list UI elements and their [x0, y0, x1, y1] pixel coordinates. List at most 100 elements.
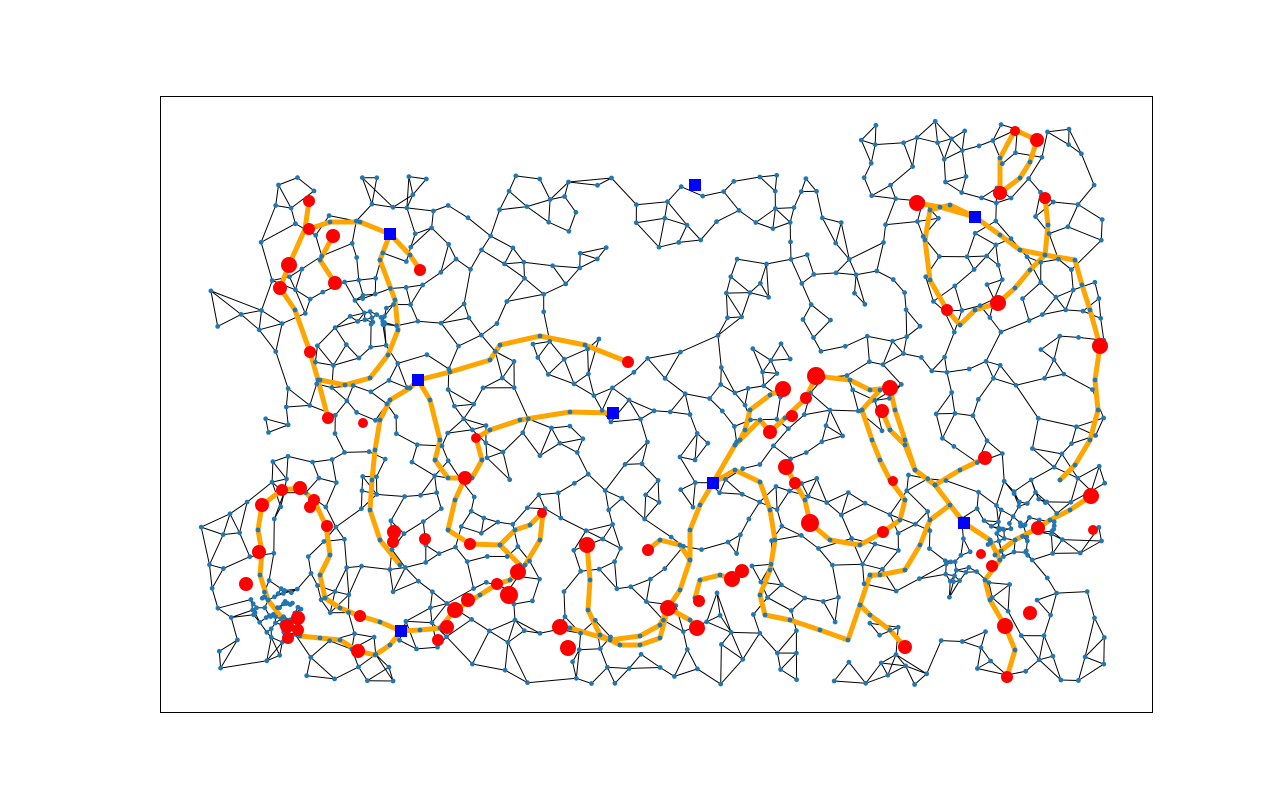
- graph-edge: [931, 356, 945, 372]
- graph-node: [903, 307, 909, 313]
- graph-edge: [532, 340, 550, 345]
- graph-node: [209, 585, 215, 591]
- graph-edge: [936, 412, 955, 415]
- graph-edge: [854, 274, 857, 294]
- graph-node: [573, 675, 579, 681]
- graph-edge: [1100, 219, 1103, 241]
- graph-node: [757, 417, 763, 423]
- graph-node: [483, 579, 489, 585]
- route-path: [1057, 343, 1103, 483]
- graph-edge: [961, 305, 981, 311]
- graph-node: [929, 368, 935, 374]
- graph-edge: [453, 405, 465, 420]
- graph-edge: [410, 227, 432, 248]
- graph-node: [563, 281, 569, 287]
- graph-node: [483, 423, 489, 428]
- graph-edge: [335, 508, 362, 528]
- graph-edge: [841, 502, 866, 516]
- graph-node: [725, 315, 730, 321]
- graph-edge: [406, 194, 414, 209]
- graph-edge: [1048, 226, 1069, 235]
- graph-node: [265, 597, 271, 603]
- graph-node: [357, 219, 363, 225]
- graph-node: [927, 207, 933, 213]
- graph-node: [416, 578, 421, 584]
- graph-node: [1026, 176, 1032, 182]
- graph-node: [1082, 654, 1088, 660]
- graph-edge: [209, 534, 224, 565]
- graph-node: [1008, 195, 1014, 201]
- demand-node: [579, 537, 595, 553]
- graph-edge: [684, 393, 691, 415]
- graph-node: [904, 488, 910, 494]
- graph-node: [263, 416, 269, 422]
- graph-node: [313, 232, 319, 238]
- graph-node: [317, 257, 323, 263]
- graph-edge: [260, 205, 277, 243]
- graph-node: [971, 267, 977, 272]
- facility-node: [969, 211, 981, 223]
- graph-edge: [887, 654, 897, 676]
- graph-edge: [239, 501, 248, 533]
- graph-node: [996, 525, 1002, 531]
- graph-node: [893, 652, 899, 657]
- graph-node: [995, 262, 1001, 268]
- graph-node: [824, 500, 830, 505]
- graph-node: [895, 624, 901, 630]
- graph-edge: [937, 142, 945, 160]
- graph-node: [589, 681, 594, 686]
- graph-edge: [751, 563, 772, 567]
- graph-node: [628, 584, 634, 590]
- graph-edge: [848, 259, 857, 276]
- graph-node: [645, 439, 650, 445]
- graph-edge: [766, 263, 770, 298]
- graph-edge: [810, 392, 831, 411]
- graph-edge: [261, 280, 273, 311]
- graph-edge: [1041, 131, 1048, 158]
- graph-edge: [806, 254, 815, 275]
- graph-node: [860, 561, 865, 567]
- graph-node: [845, 637, 851, 643]
- graph-node: [264, 629, 270, 635]
- graph-edge: [721, 643, 744, 660]
- graph-node: [966, 565, 972, 570]
- graph-node: [438, 320, 444, 326]
- graph-edge: [992, 124, 1002, 141]
- graph-edge: [948, 580, 961, 598]
- demand-node: [1030, 133, 1044, 147]
- graph-node: [268, 614, 274, 619]
- graph-node: [391, 302, 396, 307]
- graph-edge: [348, 612, 355, 634]
- graph-edge: [892, 340, 904, 354]
- graph-edge: [1032, 552, 1053, 561]
- graph-node: [633, 220, 639, 226]
- graph-edge: [344, 451, 370, 453]
- graph-edge: [371, 177, 378, 205]
- graph-edge: [239, 532, 251, 557]
- graph-edge: [512, 247, 525, 263]
- demand-node: [461, 593, 475, 607]
- graph-node: [287, 274, 292, 280]
- graph-edge: [926, 640, 942, 675]
- graph-node: [668, 534, 674, 540]
- graph-node: [1033, 214, 1038, 220]
- graph-edge: [1052, 655, 1062, 681]
- graph-edge: [297, 177, 315, 192]
- graph-node: [662, 376, 668, 381]
- graph-node: [1054, 511, 1060, 516]
- graph-edge: [1094, 282, 1100, 299]
- graph-edge: [310, 656, 335, 680]
- graph-node: [361, 310, 367, 316]
- graph-node: [998, 548, 1004, 554]
- graph-node: [1076, 678, 1081, 683]
- graph-node: [257, 619, 263, 625]
- graph-node: [906, 472, 911, 478]
- graph-node: [465, 215, 471, 221]
- graph-edge: [871, 184, 891, 197]
- graph-node: [1045, 222, 1051, 228]
- graph-node: [896, 548, 901, 553]
- graph-node: [678, 487, 684, 493]
- graph-edge: [1084, 656, 1104, 665]
- graph-edge: [473, 387, 484, 405]
- graph-node: [261, 594, 267, 600]
